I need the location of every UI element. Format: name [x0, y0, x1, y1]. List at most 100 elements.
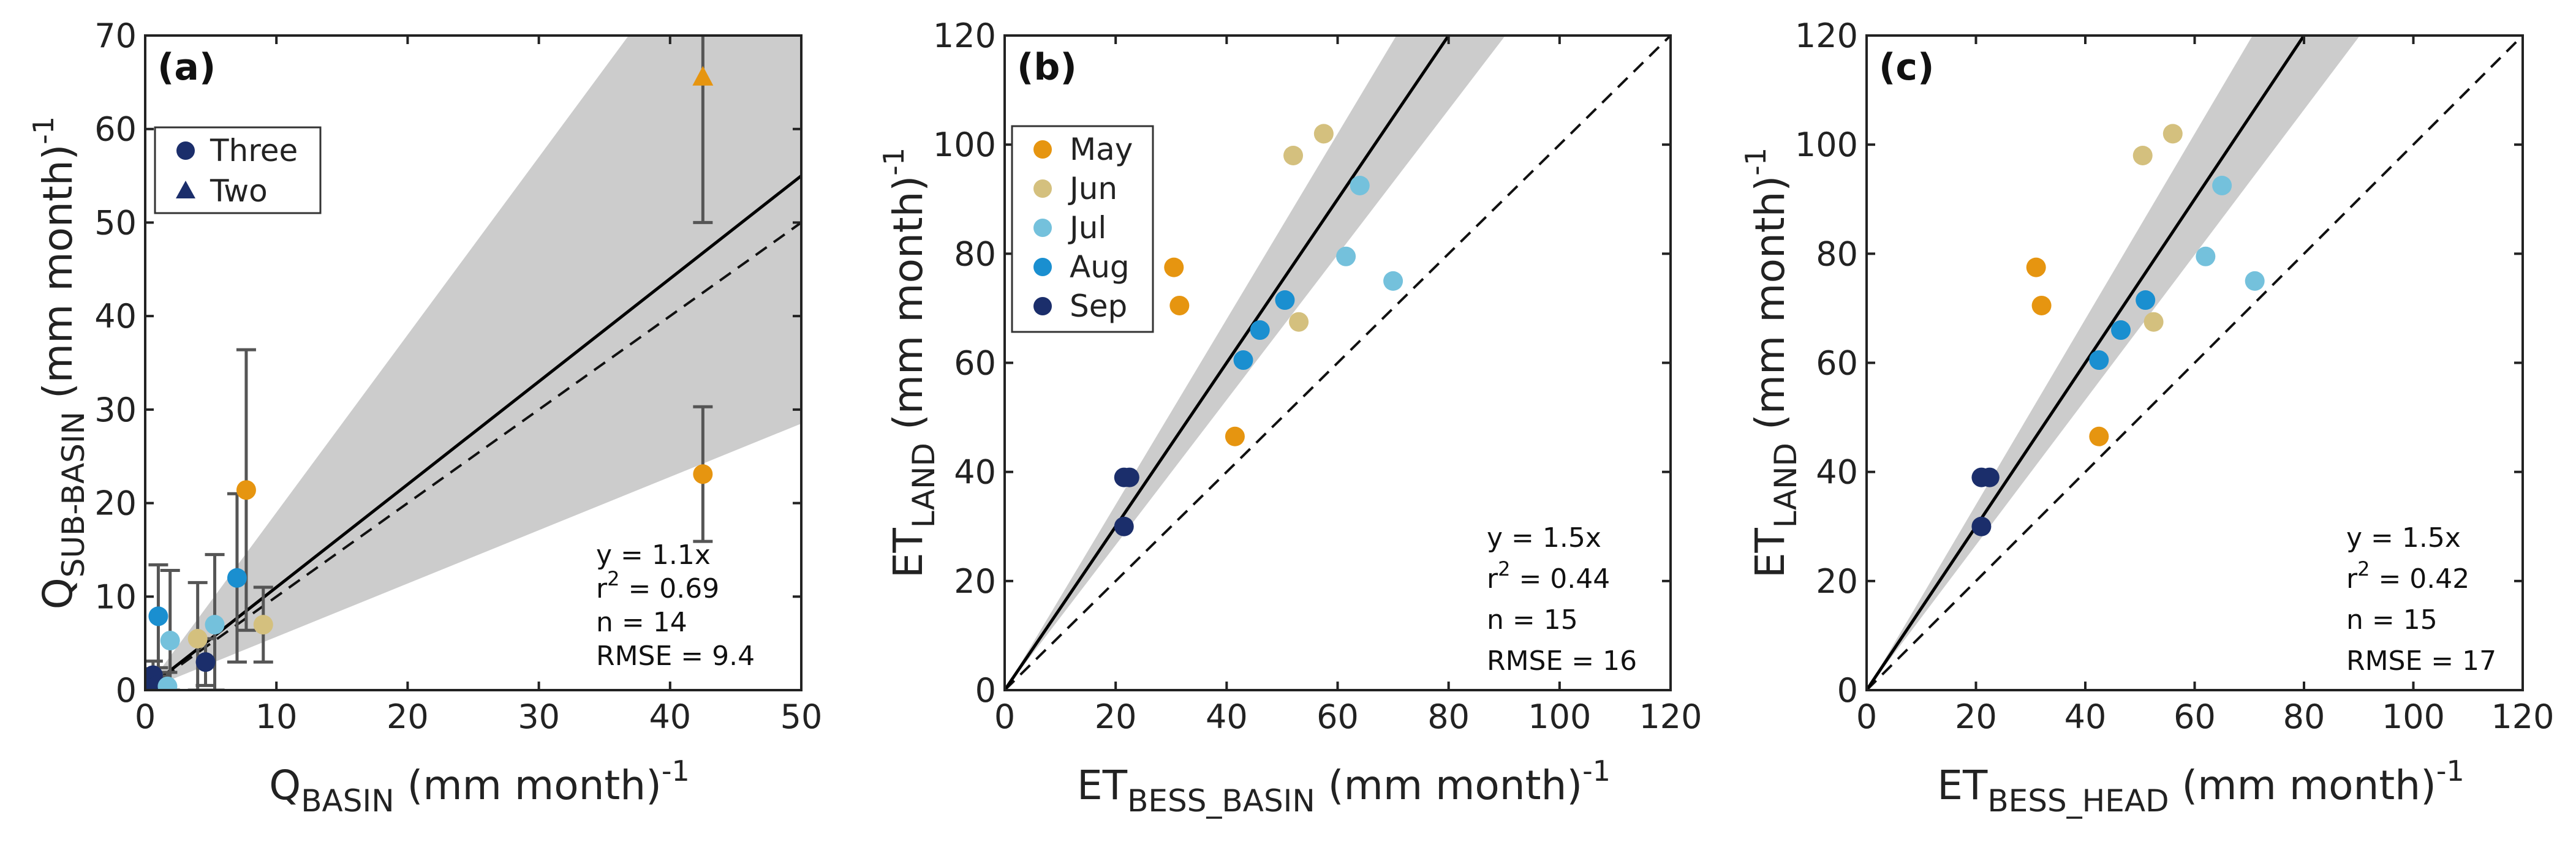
stat-equation: y = 1.5x — [1487, 522, 1601, 554]
stat-equation: y = 1.5x — [2346, 522, 2461, 554]
x-tick-label: 40 — [649, 697, 691, 736]
y-tick-label: 80 — [954, 235, 996, 273]
legend-symbol — [1033, 179, 1052, 198]
x-tick-label: 60 — [1316, 697, 1359, 736]
x-tick-label: 10 — [255, 697, 298, 736]
y-axis-label: QSUB-BASIN (mm month)-1 — [27, 116, 91, 609]
y-tick-label: 10 — [94, 577, 137, 616]
x-tick-label: 50 — [780, 697, 823, 736]
data-point — [1350, 175, 1370, 195]
y-tick-label: 40 — [954, 453, 996, 492]
data-point — [1225, 426, 1245, 446]
confidence-band — [145, 36, 801, 690]
legend-label: Sep — [1070, 288, 1127, 324]
legend-label: Aug — [1070, 249, 1130, 285]
x-axis-label-units: (mm month) — [1315, 762, 1582, 809]
legend-symbol — [1033, 140, 1052, 159]
legend-symbol — [1033, 219, 1052, 237]
x-axis-label-units: (mm month) — [2169, 762, 2436, 809]
x-tick-label: 0 — [994, 697, 1015, 736]
y-tick-label: 60 — [954, 344, 996, 383]
data-point — [1979, 467, 2000, 487]
data-point — [2132, 145, 2153, 165]
data-point — [1283, 145, 1304, 165]
x-axis-label-base: ET — [1937, 762, 1988, 809]
data-point — [2031, 295, 2052, 315]
one-to-one-line — [1005, 36, 1671, 690]
x-tick-label: 30 — [518, 697, 560, 736]
x-tick-label: 100 — [2382, 697, 2445, 736]
x-axis-label-units: (mm month) — [395, 762, 662, 809]
data-point — [227, 568, 247, 588]
data-point — [160, 631, 180, 651]
stat-rmse: RMSE = 9.4 — [596, 641, 755, 672]
stat-r2-superscript: 2 — [2357, 557, 2370, 581]
y-axis-label-units: (mm month) — [1747, 176, 1794, 443]
data-point — [2245, 271, 2265, 291]
stat-r2: r2 = 0.42 — [2346, 557, 2469, 595]
x-tick-label: 80 — [2283, 697, 2325, 736]
y-axis-label: ETLAND (mm month)-1 — [877, 148, 942, 578]
y-tick-label: 30 — [94, 391, 137, 429]
x-tick-label: 20 — [1955, 697, 1997, 736]
data-point — [1164, 257, 1184, 277]
stat-r2-label: r — [596, 573, 608, 604]
stat-n: n = 15 — [2346, 604, 2438, 636]
x-tick-label: 20 — [1095, 697, 1137, 736]
y-tick-label: 80 — [1816, 235, 1858, 273]
data-point — [1971, 516, 1992, 536]
x-tick-label: 0 — [1856, 697, 1877, 736]
data-point — [2026, 257, 2046, 277]
x-tick-label: 120 — [2491, 697, 2554, 736]
x-tick-label: 80 — [1427, 697, 1470, 736]
y-axis-label-base: ET — [885, 527, 932, 578]
data-point — [1313, 124, 1334, 144]
stat-r2: r2 = 0.69 — [596, 567, 719, 604]
panel-label: (b) — [1017, 46, 1077, 89]
axes-frame — [144, 34, 803, 691]
y-axis-label-base: ET — [1747, 527, 1794, 578]
x-tick-label: 0 — [135, 697, 156, 736]
data-point — [2089, 350, 2109, 370]
data-point — [1114, 516, 1134, 536]
stat-r2: r2 = 0.44 — [1487, 557, 1610, 595]
plot-area — [1005, 36, 1671, 690]
data-point — [2111, 320, 2131, 340]
x-axis-label: ETBESS_BASIN (mm month)-1 — [1077, 754, 1611, 819]
data-point — [2089, 426, 2109, 446]
legend: Three Two — [154, 126, 322, 214]
panel-label: (a) — [157, 46, 216, 89]
x-axis-label-superscript: -1 — [662, 754, 690, 787]
stat-r2-value: = 0.44 — [1510, 563, 1610, 595]
stat-r2-label: r — [2346, 563, 2358, 595]
data-point — [2162, 124, 2183, 144]
stat-r2-superscript: 2 — [607, 567, 619, 590]
y-tick-label: 100 — [933, 126, 996, 164]
plot-area — [145, 36, 801, 690]
x-tick-label: 40 — [1206, 697, 1248, 736]
y-axis-label-superscript: -1 — [877, 148, 910, 176]
stat-n: n = 14 — [596, 607, 687, 638]
x-tick-label: 100 — [1528, 697, 1591, 736]
legend-label: Three — [210, 133, 298, 168]
data-point — [2144, 312, 2164, 332]
data-point — [1233, 350, 1253, 370]
y-axis-label-subscript: SUB-BASIN — [56, 412, 91, 577]
x-tick-label: 60 — [2174, 697, 2216, 736]
data-point — [195, 652, 216, 672]
legend-label: Jun — [1068, 171, 1117, 206]
legend-label: Two — [210, 173, 268, 209]
data-point — [2136, 290, 2156, 310]
x-axis-label: QBASIN (mm month)-1 — [269, 754, 690, 819]
data-point — [2212, 175, 2232, 195]
data-point — [187, 629, 208, 649]
data-point — [157, 676, 178, 690]
data-point — [1289, 312, 1309, 332]
legend-label: Jul — [1068, 210, 1106, 246]
stat-r2-value: = 0.42 — [2370, 563, 2469, 595]
one-to-one-line — [145, 221, 801, 690]
y-tick-label: 0 — [975, 671, 996, 710]
